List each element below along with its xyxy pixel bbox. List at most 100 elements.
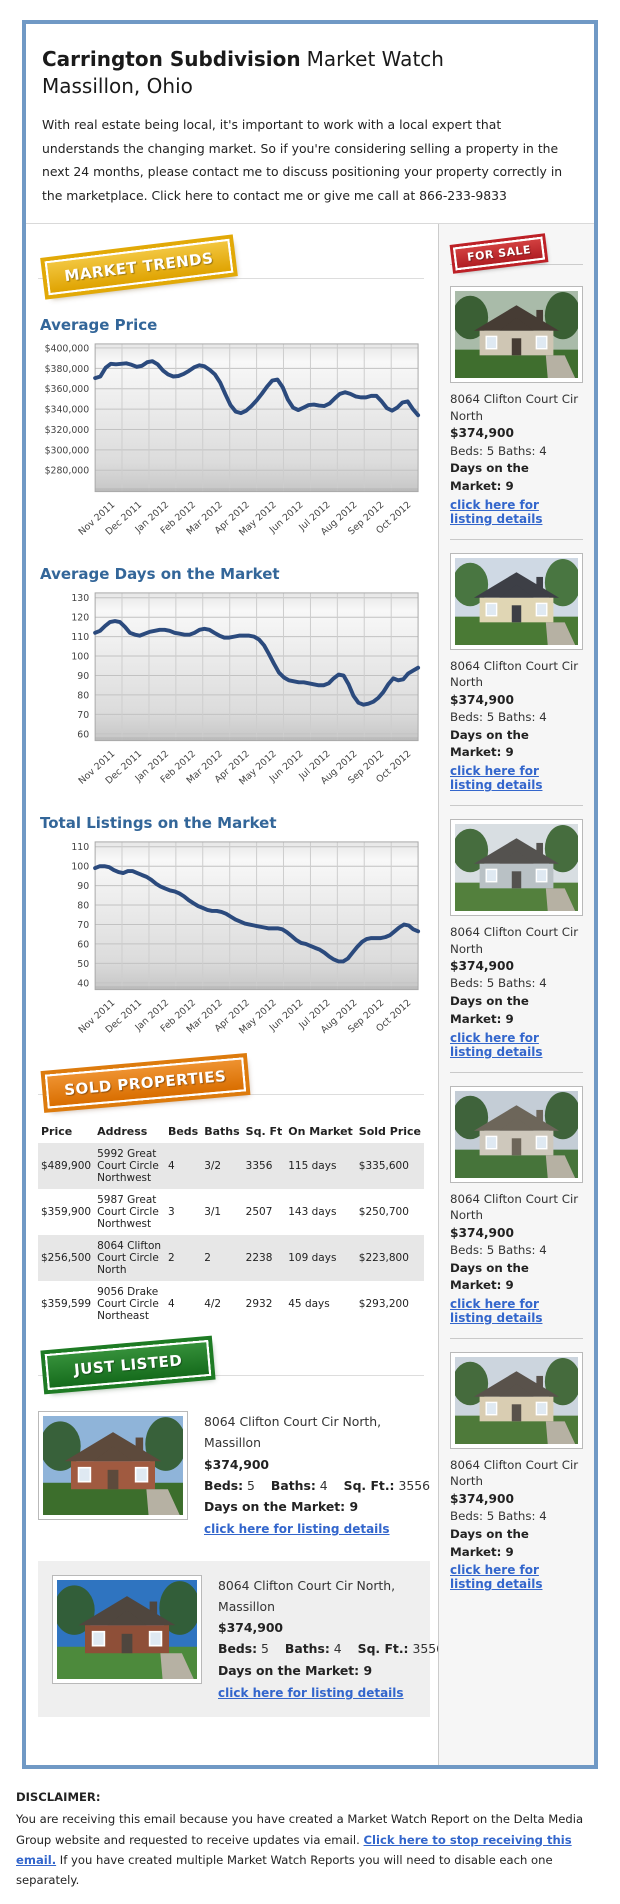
just-listed-list: 8064 Clifton Court Cir North, Massillon $… <box>38 1411 533 1717</box>
disclaimer-text: If you have created multiple Market Watc… <box>16 1852 553 1888</box>
for-sale-section-header: FOR SALE <box>450 236 583 280</box>
listing-spec: Beds: 5 <box>204 1477 255 1493</box>
property-photo[interactable] <box>450 819 583 917</box>
sold-column-header: Sold Price <box>358 1125 421 1139</box>
house-photo-icon <box>57 1580 197 1680</box>
svg-text:40: 40 <box>77 978 89 989</box>
house-photo-icon <box>455 1090 578 1178</box>
svg-text:100: 100 <box>71 651 89 662</box>
sold-table-cell: 5987 Great Court Circle Northwest <box>97 1194 159 1231</box>
sold-table-row: $256,500 8064 Clifton Court Circle North 2… <box>38 1235 424 1282</box>
sold-table-cell: 2238 <box>245 1252 273 1265</box>
sold-column-header: Address <box>97 1125 148 1139</box>
svg-text:$340,000: $340,000 <box>45 405 90 416</box>
svg-text:70: 70 <box>77 920 89 931</box>
average-days-chart-block: Average Days on the Market 130 120 110 100 9… <box>38 565 424 798</box>
listing-spec: Sq. Ft.: 3556 <box>343 1477 431 1493</box>
sold-table-cell: 2 <box>204 1252 211 1265</box>
sold-table-cell: $293,200 <box>358 1298 409 1311</box>
listing-price: $374,900 <box>450 426 514 441</box>
sold-table-cell: $335,600 <box>358 1160 409 1173</box>
sold-table-cell: 2507 <box>245 1206 273 1219</box>
svg-text:70: 70 <box>77 710 89 721</box>
property-photo[interactable] <box>450 552 583 650</box>
property-photo[interactable] <box>52 1575 202 1685</box>
listing-details-link[interactable]: click here for listing details <box>218 1685 404 1700</box>
for-sale-listing: 8064 Clifton Court Cir North $374,900 Beds… <box>450 1351 583 1604</box>
svg-text:$380,000: $380,000 <box>45 364 90 375</box>
sold-table-cell: 5992 Great Court Circle Northwest <box>97 1148 159 1185</box>
listing-address: 8064 Clifton Court Cir North <box>450 392 579 423</box>
sold-table-cell: 4/2 <box>204 1298 222 1311</box>
listing-beds-baths: Beds: 5 Baths: 4 <box>450 443 547 458</box>
average-price-chart-block: Average Price $400,000 $380,000 $360,000 $3… <box>38 316 424 549</box>
listing-beds-baths: Beds: 5 Baths: 4 <box>450 1242 547 1257</box>
section-divider <box>450 264 583 266</box>
for-sale-listing: 8064 Clifton Court Cir North $374,900 Beds… <box>450 552 583 807</box>
sold-table-cell: $359,900 <box>41 1206 92 1219</box>
listing-details-link[interactable]: click here for listing details <box>450 1030 543 1059</box>
svg-text:50: 50 <box>77 959 89 970</box>
sold-properties-table: Price Address Beds Baths Sq. Ft On Market Sold… <box>38 1120 424 1327</box>
sold-table-cell: 3/2 <box>204 1160 222 1173</box>
house-photo-icon <box>455 291 578 379</box>
listing-details-link[interactable]: click here for listing details <box>450 764 543 793</box>
sold-table-cell: $256,500 <box>41 1252 92 1265</box>
listing-days-on-market: Days on the Market: 9 <box>450 994 529 1026</box>
total-listings-chart-block: Total Listings on the Market 110 100 90 80 7… <box>38 814 424 1047</box>
listing-days-on-market: Days on the Market: 9 <box>204 1498 359 1514</box>
sold-column-header: Price <box>41 1125 73 1139</box>
content-columns: MARKET TRENDS Average Price $400,000 $380… <box>26 223 594 1765</box>
listing-details-link[interactable]: click here for listing details <box>204 1521 390 1536</box>
listing-days-on-market: Days on the Market: 9 <box>218 1662 373 1678</box>
listing-price: $374,900 <box>450 1225 514 1240</box>
section-divider <box>38 278 424 280</box>
svg-text:$280,000: $280,000 <box>45 466 90 477</box>
sold-table-cell: 3 <box>167 1206 175 1219</box>
property-photo[interactable] <box>450 1085 583 1183</box>
svg-text:80: 80 <box>77 690 89 701</box>
section-divider <box>38 1375 424 1377</box>
property-photo[interactable] <box>450 286 583 384</box>
svg-text:$320,000: $320,000 <box>45 425 90 436</box>
sold-column-header: On Market <box>288 1125 353 1139</box>
property-photo[interactable] <box>450 1351 583 1449</box>
sold-table-cell: 115 days <box>288 1160 337 1173</box>
listing-address: 8064 Clifton Court Cir North, Massillon <box>218 1578 396 1615</box>
listing-details-link[interactable]: click here for listing details <box>450 1296 543 1325</box>
sold-table-row: $359,599 9056 Drake Court Circle Northeas… <box>38 1281 424 1327</box>
listing-beds-baths: Beds: 5 Baths: 4 <box>450 976 547 991</box>
page-title: Carrington Subdivision Market Watch <box>42 47 444 71</box>
svg-text:130: 130 <box>71 593 89 604</box>
listing-days-on-market: Days on the Market: 9 <box>450 461 529 493</box>
listing-text: 8064 Clifton Court Cir North, Massillon $… <box>218 1575 533 1703</box>
house-photo-icon <box>43 1416 183 1516</box>
sold-table-row: $489,900 5992 Great Court Circle Northwes… <box>38 1143 424 1190</box>
sold-properties-section-header: SOLD PROPERTIES <box>38 1057 424 1116</box>
listing-spec: Beds: 5 <box>218 1641 269 1657</box>
page-subtitle: Massillon, Ohio <box>42 74 193 98</box>
listing-details-link[interactable]: click here for listing details <box>450 1563 543 1592</box>
listing-days-on-market: Days on the Market: 9 <box>450 727 529 760</box>
sold-table-cell: 8064 Clifton Court Circle North <box>97 1240 162 1277</box>
listing-address: 8064 Clifton Court Cir North <box>450 1457 579 1489</box>
chart-title: Total Listings on the Market <box>40 813 277 832</box>
email-container: Carrington Subdivision Market Watch Massi… <box>22 20 598 1769</box>
house-photo-icon <box>455 824 578 912</box>
intro-paragraph: With real estate being local, it's impor… <box>42 117 563 203</box>
property-photo[interactable] <box>38 1411 188 1521</box>
listing-price: $374,900 <box>450 692 514 707</box>
sold-column-header: Baths <box>204 1125 240 1139</box>
sold-column-header: Beds <box>167 1125 199 1139</box>
listing-details-link[interactable]: click here for listing details <box>450 497 543 526</box>
market-trends-section-header: MARKET TRENDS <box>38 239 424 300</box>
house-photo-icon <box>455 1356 578 1444</box>
sold-column-header: Sq. Ft <box>245 1125 283 1139</box>
svg-text:80: 80 <box>77 900 89 911</box>
for-sale-listing: 8064 Clifton Court Cir North $374,900 Beds… <box>450 819 583 1073</box>
main-column: MARKET TRENDS Average Price $400,000 $380… <box>26 224 533 1765</box>
sold-table-cell: 143 days <box>288 1206 337 1219</box>
